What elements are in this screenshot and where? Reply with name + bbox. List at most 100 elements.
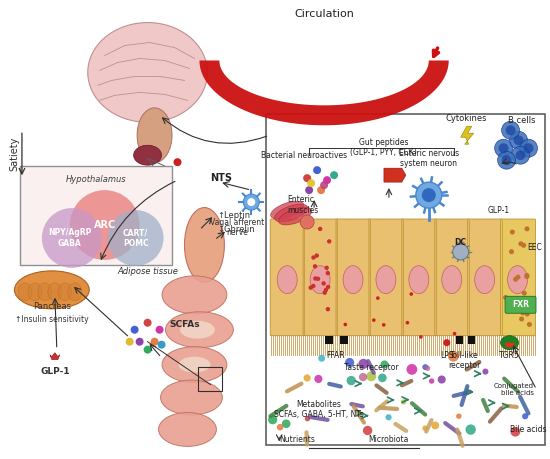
Circle shape <box>382 323 386 327</box>
Circle shape <box>322 291 327 295</box>
Circle shape <box>482 369 488 375</box>
Text: Enteric
muscles: Enteric muscles <box>287 196 318 215</box>
Circle shape <box>510 427 520 437</box>
Text: Circulation: Circulation <box>294 9 354 19</box>
Text: ARC: ARC <box>94 220 116 230</box>
Circle shape <box>401 399 406 404</box>
Circle shape <box>515 274 520 280</box>
Circle shape <box>509 131 527 149</box>
Circle shape <box>505 125 515 135</box>
Circle shape <box>309 285 313 290</box>
Text: DC: DC <box>455 238 467 247</box>
Circle shape <box>422 364 428 370</box>
Circle shape <box>313 264 317 269</box>
Text: Satiety: Satiety <box>9 137 19 171</box>
Text: FXR: FXR <box>512 300 529 309</box>
Ellipse shape <box>500 336 519 350</box>
Ellipse shape <box>18 283 32 301</box>
Circle shape <box>406 364 417 375</box>
Circle shape <box>330 171 338 179</box>
Circle shape <box>363 426 372 435</box>
Circle shape <box>248 198 255 206</box>
Circle shape <box>520 310 525 315</box>
Ellipse shape <box>277 266 297 294</box>
Circle shape <box>359 373 367 381</box>
Circle shape <box>366 371 376 381</box>
Circle shape <box>311 284 316 288</box>
Text: Bile acids: Bile acids <box>510 425 547 434</box>
Text: Metabolites
SCFAs, GABA, 5-HT, NTs: Metabolites SCFAs, GABA, 5-HT, NTs <box>274 399 364 419</box>
FancyBboxPatch shape <box>500 219 536 336</box>
Text: B cells: B cells <box>508 116 535 125</box>
Ellipse shape <box>158 413 216 447</box>
Circle shape <box>136 338 144 346</box>
Ellipse shape <box>409 266 429 294</box>
Circle shape <box>453 332 456 336</box>
Ellipse shape <box>162 276 227 314</box>
Circle shape <box>108 210 163 266</box>
Circle shape <box>465 425 476 435</box>
FancyBboxPatch shape <box>336 219 371 336</box>
Ellipse shape <box>58 283 72 301</box>
Circle shape <box>318 355 325 362</box>
FancyBboxPatch shape <box>505 297 536 313</box>
FancyBboxPatch shape <box>325 336 333 344</box>
Circle shape <box>502 121 520 139</box>
Circle shape <box>422 188 436 202</box>
Polygon shape <box>50 353 60 360</box>
Ellipse shape <box>88 22 207 122</box>
Circle shape <box>509 249 514 254</box>
Ellipse shape <box>180 321 215 339</box>
FancyBboxPatch shape <box>456 336 463 344</box>
FancyBboxPatch shape <box>20 166 172 265</box>
FancyBboxPatch shape <box>468 336 475 344</box>
Ellipse shape <box>161 380 222 415</box>
Circle shape <box>456 414 461 419</box>
Circle shape <box>521 243 526 248</box>
Circle shape <box>443 339 450 346</box>
Circle shape <box>173 158 182 166</box>
Circle shape <box>416 182 442 208</box>
Circle shape <box>448 351 459 362</box>
Circle shape <box>513 277 518 282</box>
Circle shape <box>282 420 290 428</box>
Text: Bacterial neuroactives: Bacterial neuroactives <box>261 151 347 160</box>
Polygon shape <box>461 126 474 144</box>
Text: NTS: NTS <box>211 173 233 183</box>
Circle shape <box>42 208 102 268</box>
Circle shape <box>520 139 537 157</box>
Text: ↑Insulin sensitivity: ↑Insulin sensitivity <box>15 315 89 324</box>
Circle shape <box>410 292 413 296</box>
FancyBboxPatch shape <box>270 219 305 336</box>
Circle shape <box>305 416 310 421</box>
Circle shape <box>453 244 469 260</box>
Text: Gut peptides
(GLP-1, PYY, CCK): Gut peptides (GLP-1, PYY, CCK) <box>350 138 417 157</box>
Text: GLP-1: GLP-1 <box>487 206 510 215</box>
Text: Enteric nervous
system neuron: Enteric nervous system neuron <box>399 149 459 168</box>
Circle shape <box>326 307 330 311</box>
Ellipse shape <box>134 145 162 165</box>
Circle shape <box>422 425 428 431</box>
Circle shape <box>277 424 283 431</box>
Circle shape <box>438 375 446 384</box>
Circle shape <box>429 378 434 384</box>
Circle shape <box>359 359 369 369</box>
Circle shape <box>326 271 330 275</box>
Circle shape <box>499 143 509 153</box>
Circle shape <box>381 360 388 369</box>
Circle shape <box>498 151 515 169</box>
Circle shape <box>311 255 316 260</box>
Text: Microbiota: Microbiota <box>368 436 409 444</box>
Circle shape <box>522 291 527 296</box>
Circle shape <box>346 376 356 385</box>
Circle shape <box>144 319 152 327</box>
Text: Toll-like
receptor: Toll-like receptor <box>448 351 481 370</box>
Circle shape <box>327 239 332 244</box>
Text: Adipose tissue: Adipose tissue <box>117 268 178 276</box>
Ellipse shape <box>28 283 42 301</box>
Ellipse shape <box>475 266 494 294</box>
Polygon shape <box>384 168 406 182</box>
Ellipse shape <box>137 108 172 162</box>
Circle shape <box>317 186 325 194</box>
Ellipse shape <box>166 312 233 347</box>
